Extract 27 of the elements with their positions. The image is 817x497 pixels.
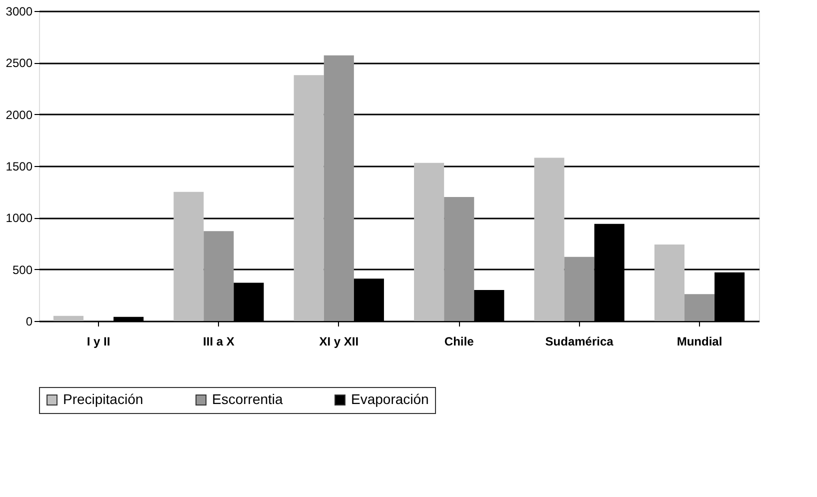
- bar: [53, 316, 84, 321]
- y-tick-label: 0: [26, 314, 33, 328]
- bar: [684, 294, 715, 321]
- bar: [444, 197, 474, 321]
- bar: [414, 162, 444, 321]
- y-tick-label: 1500: [6, 160, 33, 174]
- y-tick-label: 1000: [6, 211, 33, 226]
- x-tick-label: I y II: [86, 334, 110, 348]
- bar: [294, 75, 324, 321]
- legend-label: Escorrentia: [212, 391, 284, 407]
- x-tick-label: Mundial: [676, 334, 722, 348]
- y-tick-label: 2000: [6, 108, 33, 122]
- bar: [534, 158, 564, 321]
- x-tick-label: Chile: [444, 334, 474, 348]
- bar: [324, 55, 354, 321]
- y-tick-label: 2500: [6, 56, 33, 70]
- x-tick-label: Sudamérica: [545, 334, 614, 348]
- y-tick-label: 3000: [6, 4, 33, 18]
- x-tick-label: III a X: [203, 334, 234, 348]
- x-tick-label: XI y XII: [319, 334, 359, 348]
- legend-label: Precipitación: [63, 391, 144, 407]
- bar: [204, 231, 234, 321]
- bar: [564, 256, 594, 321]
- bar: [174, 192, 204, 321]
- y-tick-label: 500: [12, 262, 33, 277]
- bar: [654, 244, 684, 321]
- legend-label: Evaporación: [351, 391, 429, 407]
